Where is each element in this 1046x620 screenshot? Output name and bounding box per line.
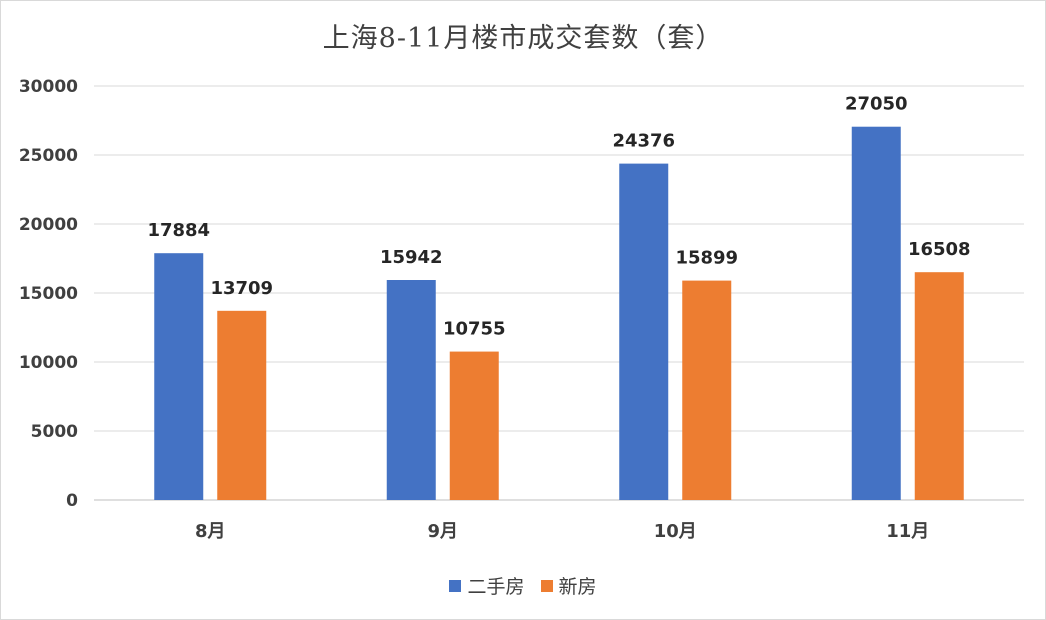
legend-label: 新房 bbox=[558, 576, 597, 598]
bars bbox=[154, 126, 964, 501]
bar bbox=[217, 310, 267, 500]
y-tick-label: 0 bbox=[66, 491, 78, 511]
y-tick-label: 10000 bbox=[19, 353, 78, 373]
legend: 二手房 新房 bbox=[0, 572, 1046, 599]
y-tick-label: 5000 bbox=[31, 422, 78, 442]
data-label: 15942 bbox=[380, 247, 443, 268]
legend-item: 新房 bbox=[540, 572, 597, 599]
data-label: 24376 bbox=[612, 131, 675, 152]
data-label: 10755 bbox=[443, 319, 506, 340]
data-label: 15899 bbox=[675, 248, 738, 269]
bar bbox=[449, 351, 499, 500]
x-axis-categories: 8月 9月 10月 11月 bbox=[195, 521, 929, 542]
data-label: 16508 bbox=[908, 239, 971, 260]
y-tick-label: 30000 bbox=[19, 77, 78, 97]
data-label: 27050 bbox=[845, 94, 908, 115]
bar bbox=[914, 272, 964, 500]
y-tick-label: 25000 bbox=[19, 146, 78, 166]
x-category-label: 9月 bbox=[427, 521, 458, 542]
plot-area: 0 5000 10000 15000 20000 25000 30000 17884 1370… bbox=[19, 77, 1024, 542]
bar bbox=[154, 253, 204, 500]
legend-label: 二手房 bbox=[467, 576, 525, 598]
chart-title: 上海8-11月楼市成交套数（套） bbox=[322, 23, 724, 54]
data-labels: 17884 13709 15942 10755 24376 15899 27050 16508 bbox=[147, 94, 970, 340]
y-tick-label: 15000 bbox=[19, 284, 78, 304]
legend-swatch bbox=[540, 579, 553, 592]
x-category-label: 8月 bbox=[195, 521, 226, 542]
x-category-label: 10月 bbox=[654, 521, 697, 542]
data-label: 17884 bbox=[147, 220, 210, 241]
legend-item: 二手房 bbox=[449, 572, 525, 599]
y-axis-ticks: 0 5000 10000 15000 20000 25000 30000 bbox=[19, 77, 78, 511]
data-label: 13709 bbox=[210, 278, 273, 299]
bar bbox=[619, 163, 669, 500]
x-category-label: 11月 bbox=[886, 521, 929, 542]
bar bbox=[682, 280, 732, 500]
y-tick-label: 20000 bbox=[19, 215, 78, 235]
bar bbox=[851, 126, 901, 501]
legend-swatch bbox=[449, 579, 462, 592]
bar bbox=[386, 280, 436, 500]
